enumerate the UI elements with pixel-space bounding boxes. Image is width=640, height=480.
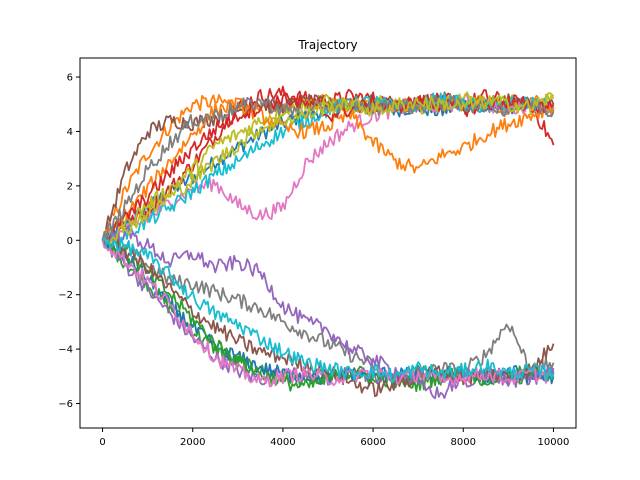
series-layer xyxy=(101,85,555,400)
x-tick-label: 4000 xyxy=(270,437,295,448)
y-tick-label: 2 xyxy=(67,181,73,192)
x-tick-label: 8000 xyxy=(451,437,476,448)
plot-frame xyxy=(79,57,577,429)
y-tick-label: −4 xyxy=(58,345,73,356)
series-line-12 xyxy=(101,97,555,241)
y-tick-label: −2 xyxy=(58,290,73,301)
x-tick-label: 10000 xyxy=(538,437,570,448)
x-tick-label: 2000 xyxy=(180,437,205,448)
x-tick-label: 0 xyxy=(99,437,105,448)
y-tick-label: 0 xyxy=(67,236,73,247)
series-line-20 xyxy=(101,236,555,383)
series-line-18 xyxy=(101,94,555,241)
y-tick-label: 6 xyxy=(67,73,73,84)
x-tick-label: 6000 xyxy=(360,437,385,448)
y-tick-label: −6 xyxy=(58,399,73,410)
series-line-17 xyxy=(101,240,555,388)
chart-title: Trajectory xyxy=(297,38,357,52)
series-line-19 xyxy=(101,92,555,245)
y-tick-label: 4 xyxy=(67,127,73,138)
axes-layer: 0 2000 4000 6000 8000 10000 −6 −4 −2 0 2 4 6 xyxy=(58,73,569,448)
